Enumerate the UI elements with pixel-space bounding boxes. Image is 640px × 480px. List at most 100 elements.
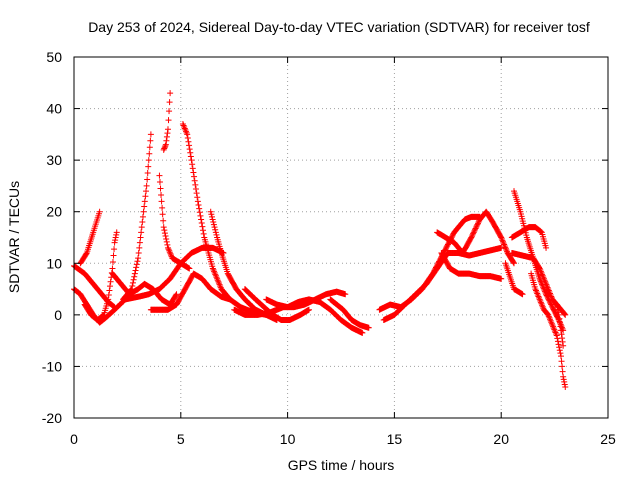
data-point: [560, 373, 567, 380]
data-point: [214, 277, 221, 284]
y-tick-label: 0: [54, 307, 62, 323]
data-point: [550, 325, 557, 332]
data-point: [503, 247, 510, 254]
data-point: [160, 224, 167, 231]
data-point: [164, 241, 171, 248]
track-20: [502, 260, 526, 298]
data-point: [543, 291, 550, 298]
data-point: [561, 381, 568, 388]
data-point: [539, 303, 546, 310]
data-point: [111, 304, 118, 311]
data-point: [140, 208, 147, 215]
x-tick-label: 15: [387, 431, 403, 447]
data-point: [160, 217, 167, 224]
data-point: [210, 266, 217, 273]
data-point: [540, 275, 547, 282]
x-tick-label: 25: [600, 431, 616, 447]
data-point: [542, 289, 549, 296]
data-point: [469, 231, 476, 238]
y-tick-label: 40: [46, 101, 62, 117]
data-point: [543, 281, 550, 288]
data-point: [161, 145, 168, 152]
data-point: [146, 150, 153, 157]
data-point: [165, 246, 172, 253]
track-23: [508, 249, 569, 318]
track-9: [147, 270, 233, 313]
data-point: [548, 319, 555, 326]
data-point: [502, 244, 509, 251]
data-point: [207, 208, 214, 215]
data-point: [556, 319, 563, 326]
data-point: [547, 291, 554, 298]
track-15: [327, 296, 372, 331]
data-point: [190, 169, 197, 176]
data-point: [159, 211, 166, 218]
data-point: [541, 277, 548, 284]
data-point: [133, 264, 140, 271]
data-point: [473, 222, 480, 229]
data-point: [535, 293, 542, 300]
data-point: [143, 182, 150, 189]
data-point: [559, 335, 566, 342]
data-point: [209, 265, 216, 272]
data-point: [475, 219, 482, 226]
data-point: [166, 249, 173, 256]
data-point: [213, 231, 220, 238]
data-point: [475, 220, 482, 227]
data-point: [166, 247, 173, 254]
data-point: [550, 323, 557, 330]
track-22: [508, 224, 550, 251]
data-point: [186, 265, 193, 272]
data-point: [542, 278, 549, 285]
y-tick-label: 10: [46, 255, 62, 271]
data-point: [111, 246, 118, 253]
data-point: [172, 292, 179, 299]
data-point: [541, 287, 548, 294]
data-point: [191, 177, 198, 184]
data-point: [556, 347, 563, 354]
data-point: [547, 317, 554, 324]
data-point: [537, 228, 544, 235]
data-point: [542, 280, 549, 287]
data-point: [553, 301, 560, 308]
data-point: [468, 233, 475, 240]
data-point: [558, 331, 565, 338]
data-point: [537, 266, 544, 273]
data-point: [556, 315, 563, 322]
data-point: [159, 204, 166, 211]
data-point: [559, 363, 566, 370]
data-point: [184, 131, 191, 138]
data-point: [109, 265, 116, 272]
y-tick-label: -20: [42, 410, 62, 426]
data-point: [548, 320, 555, 327]
data-point: [184, 135, 191, 142]
data-point: [158, 191, 165, 198]
data-point: [130, 276, 137, 283]
data-point: [147, 137, 154, 144]
data-point: [144, 176, 151, 183]
data-point: [180, 122, 187, 129]
track-14: [263, 296, 366, 336]
data-point: [532, 286, 539, 293]
data-point: [141, 198, 148, 205]
y-tick-label: 20: [46, 204, 62, 220]
data-point: [560, 342, 567, 349]
data-point: [555, 341, 562, 348]
data-point: [497, 233, 504, 240]
data-point: [196, 209, 203, 216]
data-point: [359, 329, 366, 336]
data-point: [545, 287, 552, 294]
data-point: [539, 272, 546, 279]
y-tick-label: -10: [42, 358, 62, 374]
data-point: [548, 293, 555, 300]
data-point: [144, 170, 151, 177]
data-point: [472, 225, 479, 232]
data-point: [536, 294, 543, 301]
data-point: [215, 278, 222, 285]
data-point: [179, 121, 186, 128]
data-point: [164, 126, 171, 133]
data-point: [106, 287, 113, 294]
data-point: [498, 235, 505, 242]
data-point: [161, 230, 168, 237]
data-point: [544, 284, 551, 291]
